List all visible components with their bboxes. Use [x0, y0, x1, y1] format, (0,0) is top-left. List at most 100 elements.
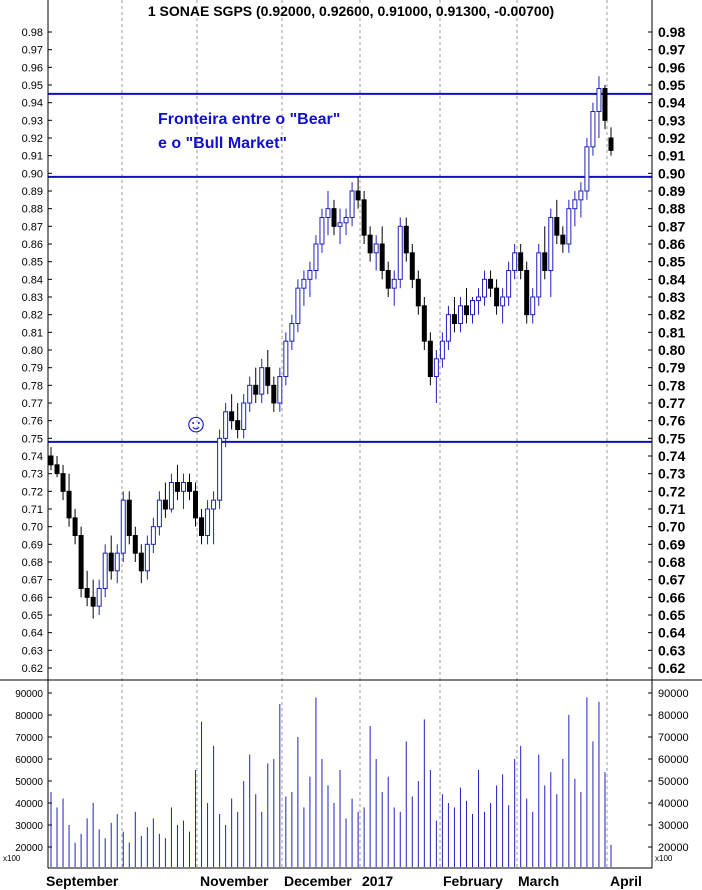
- candle-body: [307, 270, 313, 280]
- price-tick-label-right: 0.74: [658, 448, 685, 464]
- price-tick-label-left: 0.90: [22, 168, 43, 180]
- candle-body: [277, 376, 283, 404]
- candle-body: [72, 517, 78, 536]
- candle-body: [349, 190, 355, 218]
- price-tick-label-left: 0.63: [22, 645, 43, 657]
- volume-tick-label-left: 90000: [15, 689, 43, 700]
- candle-body: [602, 88, 608, 121]
- volume-tick-label-right: 50000: [658, 776, 689, 788]
- candle-body: [379, 243, 385, 271]
- candlestick-series: [48, 76, 614, 619]
- price-tick-label-right: 0.65: [658, 607, 685, 623]
- candle-body: [439, 340, 445, 360]
- price-tick-label-left: 0.80: [22, 345, 43, 357]
- price-tick-label-right: 0.82: [658, 307, 685, 323]
- candle-body: [470, 300, 476, 316]
- annotation-line-2: e o "Bull Market": [158, 135, 287, 152]
- price-tick-label-right: 0.93: [658, 112, 685, 128]
- price-tick-label-left: 0.92: [22, 133, 43, 145]
- price-tick-label-right: 0.96: [658, 59, 685, 75]
- price-tick-label-left: 0.86: [22, 239, 43, 251]
- smiley-icon: ☺: [183, 408, 210, 438]
- price-tick-label-left: 0.72: [22, 486, 43, 498]
- candle-body: [138, 552, 144, 572]
- candle-body: [578, 190, 584, 201]
- volume-tick-label-right: 90000: [658, 688, 689, 700]
- candle-body: [223, 411, 229, 439]
- price-tick-label-right: 0.89: [658, 183, 685, 199]
- candle-body: [96, 588, 102, 607]
- candle-body: [48, 455, 54, 466]
- price-tick-label-right: 0.69: [658, 536, 685, 552]
- candle-body: [355, 190, 361, 201]
- price-tick-label-right: 0.73: [658, 466, 685, 482]
- candle-body: [325, 208, 331, 219]
- volume-tick-label-right: 60000: [658, 754, 689, 766]
- candle-body: [150, 526, 156, 545]
- price-tick-label-right: 0.75: [658, 430, 685, 446]
- candle-body: [500, 296, 506, 307]
- candle-body: [253, 384, 259, 395]
- candle-body: [457, 305, 463, 325]
- price-tick-label-left: 0.66: [22, 592, 43, 604]
- candle-body: [427, 340, 433, 377]
- candle-body: [451, 314, 457, 324]
- candle-body: [60, 473, 66, 492]
- price-tick-label-right: 0.94: [658, 95, 685, 111]
- candle-body: [120, 499, 126, 554]
- candle-body: [367, 234, 373, 254]
- price-tick-label-left: 0.87: [22, 221, 43, 233]
- price-tick-label-right: 0.76: [658, 413, 685, 429]
- price-tick-label-right: 0.86: [658, 236, 685, 252]
- volume-tick-label-right: 40000: [658, 798, 689, 810]
- price-tick-label-left: 0.75: [22, 433, 43, 445]
- candle-body: [524, 270, 530, 316]
- candle-body: [211, 499, 217, 510]
- volume-unit-left: x100: [3, 854, 21, 863]
- price-tick-label-left: 0.91: [22, 151, 43, 163]
- volume-tick-label-right: 20000: [658, 842, 689, 854]
- price-tick-label-left: 0.67: [22, 575, 43, 587]
- candle-body: [331, 208, 337, 227]
- chart-title: 1 SONAE SGPS (0.92000, 0.92600, 0.91000,…: [148, 3, 554, 19]
- candle-body: [295, 287, 301, 324]
- price-tick-label-left: 0.76: [22, 416, 43, 428]
- candle-body: [259, 367, 265, 395]
- candle-body: [241, 402, 247, 430]
- volume-tick-label-right: 70000: [658, 732, 689, 744]
- candle-body: [84, 588, 90, 598]
- price-tick-label-right: 0.66: [658, 589, 685, 605]
- candle-body: [572, 199, 578, 210]
- horizontal-levels: [48, 92, 652, 443]
- month-labels: September November December 2017 February Mar…: [46, 873, 642, 889]
- month-label: December: [284, 873, 352, 889]
- price-tick-label-left: 0.62: [22, 663, 43, 675]
- price-tick-label-right: 0.80: [658, 342, 685, 358]
- price-tick-label-left: 0.95: [22, 80, 43, 92]
- price-tick-label-left: 0.83: [22, 292, 43, 304]
- price-tick-label-left: 0.74: [22, 451, 43, 463]
- price-tick-label-left: 0.88: [22, 204, 43, 216]
- candle-body: [229, 411, 235, 422]
- candle-body: [536, 252, 542, 298]
- candle-body: [162, 499, 168, 510]
- price-tick-label-right: 0.83: [658, 289, 685, 305]
- candle-body: [301, 278, 307, 289]
- candle-body: [403, 225, 409, 254]
- candle-body: [373, 243, 379, 254]
- price-tick-label-right: 0.79: [658, 360, 685, 376]
- price-axis-ticks: 0.98 0.980.97 0.970.96 0.960.95 0.950.94 0.94…: [22, 24, 686, 676]
- candle-body: [596, 88, 602, 112]
- candle-body: [66, 490, 72, 519]
- annotation-line-1: Fronteira entre o "Bear": [158, 111, 340, 128]
- volume-tick-label-right: 80000: [658, 710, 689, 722]
- price-tick-label-right: 0.88: [658, 201, 685, 217]
- price-tick-label-left: 0.64: [22, 628, 43, 640]
- candle-body: [217, 437, 223, 501]
- candle-body: [415, 278, 421, 307]
- price-tick-label-right: 0.67: [658, 572, 685, 588]
- volume-tick-label-left: 40000: [15, 799, 43, 810]
- price-tick-label-right: 0.81: [658, 324, 685, 340]
- price-tick-label-right: 0.64: [658, 625, 685, 641]
- price-tick-label-left: 0.68: [22, 557, 43, 569]
